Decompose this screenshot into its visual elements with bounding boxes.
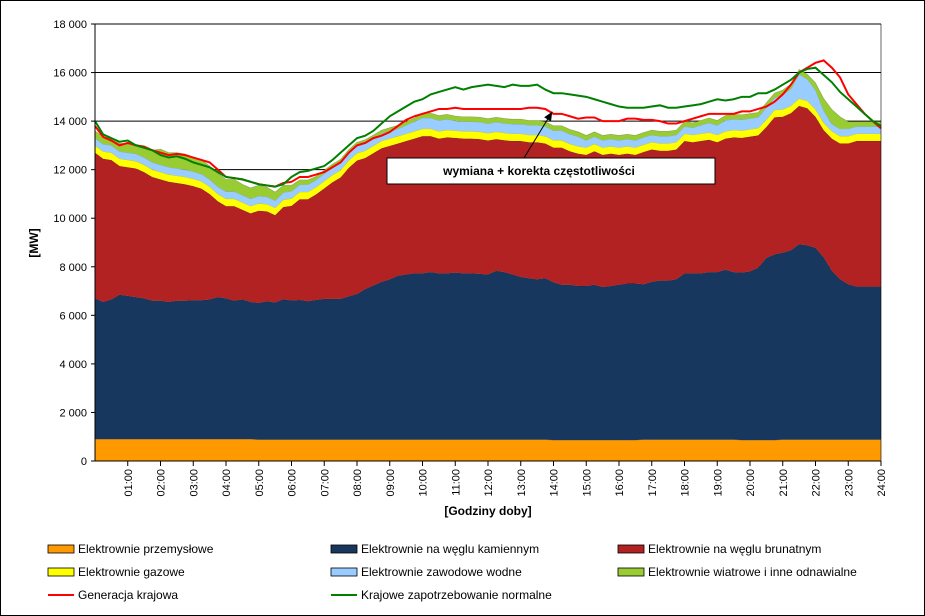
y-tick-label: 8 000 xyxy=(59,262,87,274)
x-tick-label: 03:00 xyxy=(188,469,200,497)
area-edge-4 xyxy=(94,73,881,201)
y-tick-label: 6 000 xyxy=(59,310,87,322)
line-layer xyxy=(94,59,882,188)
x-tick-label: 04:00 xyxy=(221,469,233,497)
x-tick-label: 07:00 xyxy=(319,469,331,497)
annotation-arrowhead xyxy=(544,111,553,122)
legend-label: Krajowe zapotrzebowanie normalne xyxy=(361,588,552,602)
x-tick-label: 06:00 xyxy=(287,469,299,497)
axis-layer: 0 2 000 4 000 6 000 8 000 10 000 12 000 14 000 1… xyxy=(53,19,888,497)
x-tick-label: 23:00 xyxy=(843,469,855,497)
y-axis-title: [MW] xyxy=(27,228,41,257)
x-tick-label: 13:00 xyxy=(516,469,528,497)
legend: Elektrownie przemysłowe Elektrownie na wę… xyxy=(47,542,857,602)
x-tick-label: 08:00 xyxy=(352,469,364,497)
x-tick-label: 09:00 xyxy=(385,469,397,497)
legend-label: Elektrownie przemysłowe xyxy=(78,542,214,556)
legend-label: Elektrownie wiatrowe i inne odnawialne xyxy=(648,565,857,579)
legend-swatch xyxy=(617,544,645,554)
line-1 xyxy=(94,66,882,188)
legend-swatch xyxy=(47,567,75,577)
legend-label: Elektrownie gazowe xyxy=(78,565,185,579)
x-tick-label: 16:00 xyxy=(614,469,626,497)
legend-swatch xyxy=(617,567,645,577)
x-tick-label: 11:00 xyxy=(450,469,462,496)
x-tick-label: 12:00 xyxy=(483,469,495,497)
x-tick-label: 24:00 xyxy=(876,469,888,497)
y-tick-label: 0 xyxy=(81,456,87,468)
legend-swatch xyxy=(330,544,358,554)
area-4 xyxy=(95,74,881,208)
legend-swatch xyxy=(330,567,358,577)
x-tick-label: 18:00 xyxy=(680,469,692,497)
legend-label: Elektrownie na węglu brunatnym xyxy=(648,542,821,556)
x-tick-label: 14:00 xyxy=(549,469,561,497)
legend-swatch xyxy=(47,544,75,554)
x-tick-label: 22:00 xyxy=(811,469,823,497)
x-tick-label: 10:00 xyxy=(418,469,430,497)
annotation-text: wymiana + korekta częstotliwości xyxy=(442,164,635,178)
area-layer xyxy=(94,68,881,461)
area-edge-5 xyxy=(94,68,881,193)
y-tick-label: 18 000 xyxy=(53,19,87,31)
x-tick-label: 01:00 xyxy=(123,469,135,497)
x-axis-title: [Godziny doby] xyxy=(444,504,531,518)
y-tick-label: 4 000 xyxy=(59,359,87,371)
area-1 xyxy=(95,244,881,441)
legend-label: Elektrownie na węglu kamiennym xyxy=(361,542,539,556)
area-0 xyxy=(95,439,881,461)
x-tick-label: 20:00 xyxy=(745,469,757,497)
x-tick-label: 19:00 xyxy=(712,469,724,497)
x-tick-label: 21:00 xyxy=(778,469,790,497)
x-tick-label: 02:00 xyxy=(156,469,168,497)
area-edge-1 xyxy=(94,243,881,304)
y-tick-label: 14 000 xyxy=(53,116,87,128)
area-2 xyxy=(95,105,881,303)
x-tick-label: 05:00 xyxy=(254,469,266,497)
y-tick-label: 12 000 xyxy=(53,165,87,177)
y-tick-label: 16 000 xyxy=(53,68,87,80)
annotation-arrow xyxy=(523,111,553,159)
annotation-layer: wymiana + korekta częstotliwości xyxy=(386,111,716,185)
y-tick-label: 2 000 xyxy=(59,407,87,419)
x-tick-label: 17:00 xyxy=(647,469,659,497)
legend-label: Elektrownie zawodowe wodne xyxy=(361,565,522,579)
legend-label: Generacja krajowa xyxy=(78,588,178,602)
x-tick-label: 15:00 xyxy=(581,469,593,497)
annotation-box xyxy=(386,157,716,185)
y-tick-label: 10 000 xyxy=(53,213,87,225)
